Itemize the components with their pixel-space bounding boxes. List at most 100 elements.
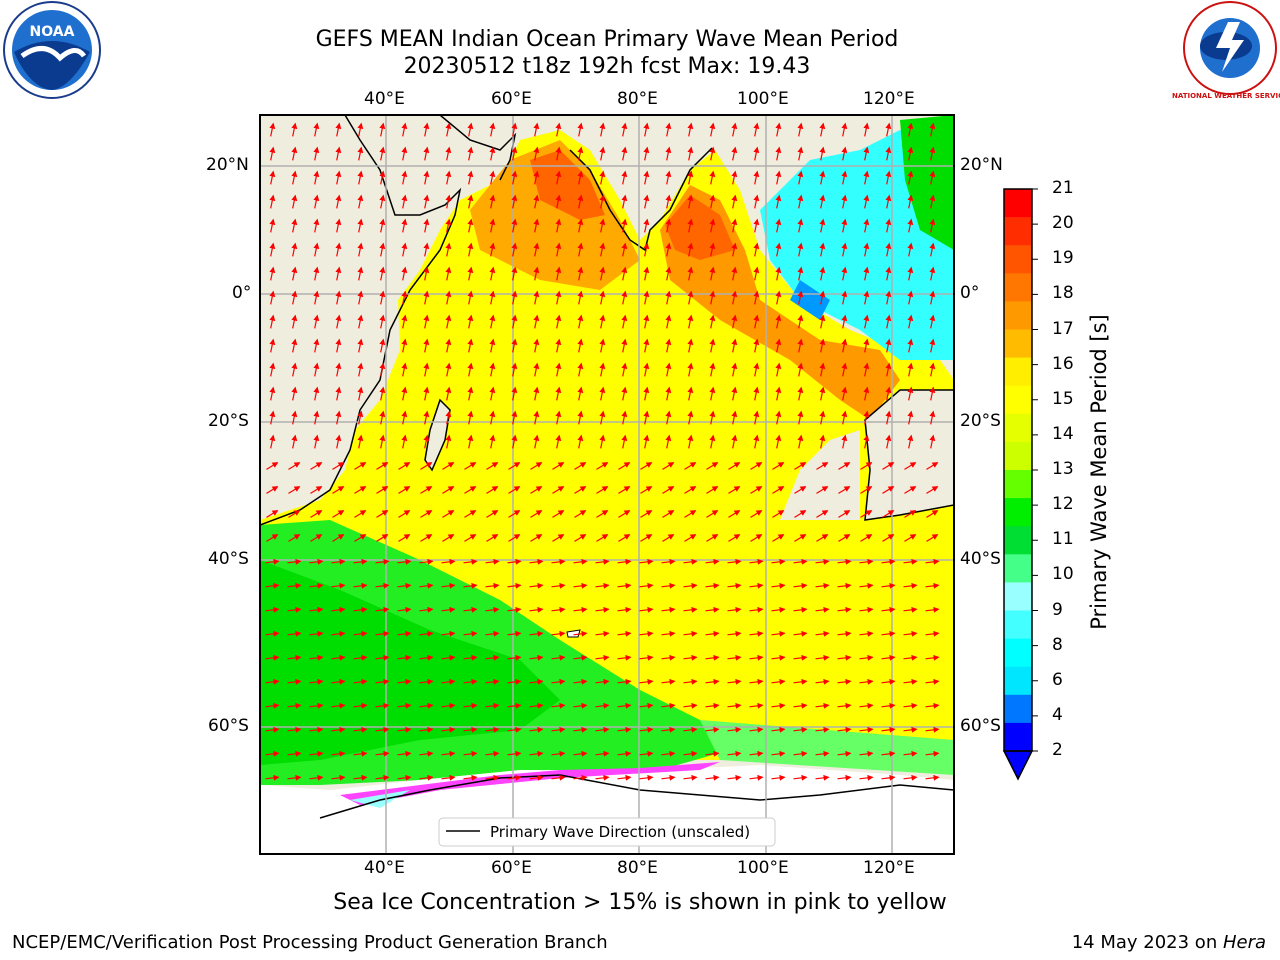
wave-arrow	[442, 510, 455, 518]
colorbar-swatch	[1004, 245, 1032, 274]
wave-arrow	[926, 534, 939, 542]
wave-arrow	[863, 218, 870, 233]
wave-arrow	[863, 434, 870, 449]
wave-arrow	[397, 606, 412, 613]
wave-arrow	[313, 194, 320, 209]
wave-arrow	[467, 290, 474, 305]
wave-arrow	[357, 434, 364, 449]
wave-arrow	[401, 266, 408, 281]
wave-arrow	[357, 122, 364, 137]
lat-tick-right-40s: 40°S	[960, 549, 1001, 569]
wave-arrow	[775, 194, 782, 209]
wave-arrow	[511, 242, 518, 257]
wave-arrow	[727, 726, 742, 733]
wave-arrow	[881, 654, 896, 661]
wave-arrow	[621, 146, 628, 161]
wave-arrow	[727, 654, 742, 661]
wave-arrow	[269, 218, 276, 233]
wave-arrow	[375, 750, 390, 757]
wave-arrow	[463, 606, 478, 613]
wave-arrow	[441, 582, 456, 589]
colorbar-tick-label: 12	[1052, 494, 1074, 515]
wave-arrow	[291, 314, 298, 329]
wave-arrow	[313, 218, 320, 233]
wave-arrow	[511, 194, 518, 209]
wave-arrow	[731, 122, 738, 137]
lon-tick-top-80: 80°E	[617, 89, 658, 109]
wave-arrow	[838, 534, 851, 542]
wave-arrow	[574, 534, 587, 542]
wave-arrow	[903, 582, 918, 589]
wave-arrow	[577, 146, 584, 161]
wave-arrow	[357, 362, 364, 377]
wave-arrow	[529, 774, 544, 781]
wave-arrow	[819, 338, 826, 353]
footer-left: NCEP/EMC/Verification Post Processing Pr…	[12, 932, 608, 953]
wave-arrow	[398, 462, 411, 470]
wave-arrow	[511, 170, 518, 185]
wave-arrow	[771, 750, 786, 757]
wave-arrow	[885, 242, 892, 257]
wave-arrow	[287, 702, 302, 709]
wave-arrow	[859, 702, 874, 709]
wave-arrow	[793, 774, 808, 781]
colorbar-swatch	[1004, 329, 1032, 359]
wave-arrow	[596, 510, 609, 518]
wave-arrow	[533, 410, 540, 425]
wave-arrow	[577, 362, 584, 377]
wave-arrow	[313, 146, 320, 161]
wave-arrow	[797, 218, 804, 233]
wave-arrow	[640, 534, 653, 542]
wave-arrow	[639, 750, 654, 757]
wave-arrow	[401, 314, 408, 329]
wave-arrow	[665, 386, 672, 401]
wave-arrow	[771, 678, 786, 685]
wave-arrow	[573, 702, 588, 709]
wave-arrow	[533, 170, 540, 185]
wave-arrow	[269, 290, 276, 305]
wave-arrow	[467, 122, 474, 137]
wave-arrow	[313, 386, 320, 401]
wave-arrow	[753, 170, 760, 185]
wave-arrow	[265, 726, 280, 733]
wave-arrow	[595, 606, 610, 613]
wave-arrow	[489, 194, 496, 209]
wave-arrow	[507, 630, 522, 637]
wave-arrow	[265, 774, 280, 781]
sea-ice-pink	[340, 762, 720, 805]
wave-arrow	[683, 750, 698, 757]
wave-arrow	[926, 462, 939, 470]
wave-arrow	[529, 678, 544, 685]
wave-arrow	[885, 266, 892, 281]
wave-arrow	[684, 534, 697, 542]
wave-arrow	[379, 314, 386, 329]
wave-arrow	[750, 462, 763, 470]
wave-arrow	[771, 726, 786, 733]
wave-arrow	[529, 726, 544, 733]
wave-arrow	[815, 582, 830, 589]
wave-arrow	[398, 486, 411, 494]
wave-arrow	[837, 654, 852, 661]
wave-arrow	[621, 338, 628, 353]
wave-arrow	[309, 630, 324, 637]
wave-arrow	[885, 146, 892, 161]
wave-arrow	[727, 558, 742, 565]
wave-arrow	[489, 266, 496, 281]
wave-arrow	[287, 654, 302, 661]
footer-host: Hera	[1222, 932, 1266, 953]
wave-arrow	[749, 606, 764, 613]
noaa-logo-text: NOAA	[30, 24, 75, 40]
wave-arrow	[529, 558, 544, 565]
wave-arrow	[709, 338, 716, 353]
wave-arrow	[885, 170, 892, 185]
wave-arrow	[683, 678, 698, 685]
wave-arrow	[441, 774, 456, 781]
wave-arrow	[643, 122, 650, 137]
wave-arrow	[793, 558, 808, 565]
wave-arrow	[265, 750, 280, 757]
wave-arrow	[397, 630, 412, 637]
wave-arrow	[511, 146, 518, 161]
wave-arrow	[401, 290, 408, 305]
wave-arrow	[309, 702, 324, 709]
wave-arrow	[859, 750, 874, 757]
